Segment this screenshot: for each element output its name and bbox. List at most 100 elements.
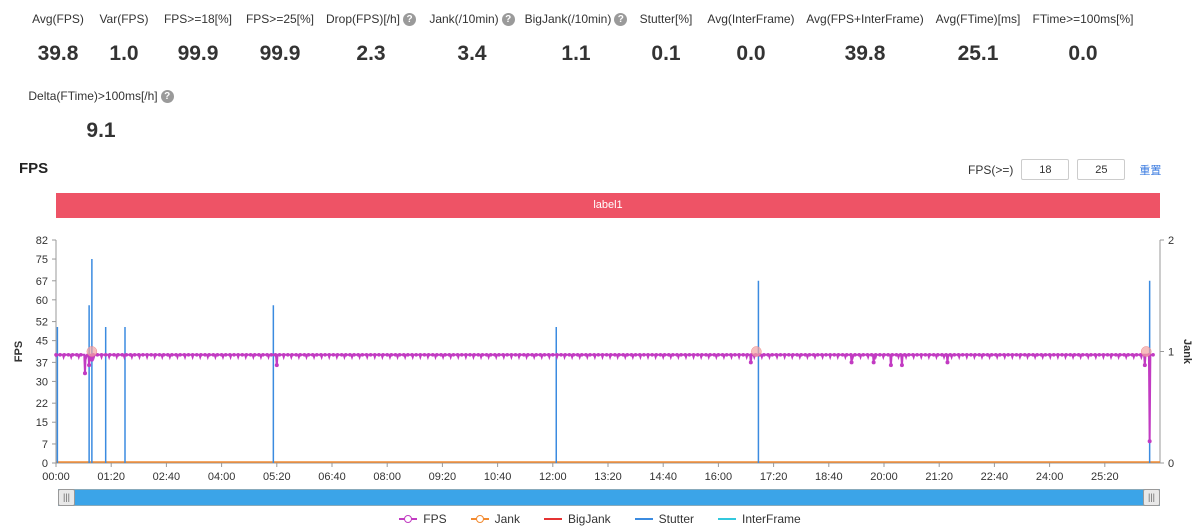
slider-handle-right[interactable]: ||| (1143, 489, 1160, 506)
fps-point (414, 352, 418, 357)
metric-item: Avg(InterFrame) 0.0 (671, 10, 831, 66)
metric-label-text: Avg(FPS+InterFrame) (806, 12, 924, 26)
metric-value: 0.1 (651, 42, 681, 65)
fps-point (733, 352, 737, 357)
metric-item: Avg(FPS+InterFrame) 39.8 (785, 10, 945, 66)
fps-point (116, 352, 120, 357)
fps-point (331, 352, 336, 357)
jank-point (751, 346, 762, 357)
fps-point (240, 352, 245, 357)
fps-point (215, 352, 220, 357)
fps-point (1068, 352, 1073, 357)
fps-point (517, 352, 522, 357)
legend-item[interactable]: Stutter (634, 512, 695, 526)
threshold-input-high[interactable] (1077, 159, 1126, 180)
fps-point (149, 352, 154, 357)
fps-point (931, 352, 936, 357)
fps-point (973, 352, 977, 357)
x-tick-label: 13:20 (594, 471, 622, 483)
fps-point (137, 352, 141, 357)
fps-point (194, 352, 199, 357)
legend-label: Jank (494, 512, 520, 526)
fps-point (58, 352, 62, 357)
help-icon[interactable]: ? (403, 12, 416, 26)
metric-label-text: Stutter[%] (639, 12, 693, 26)
fps-point (969, 352, 973, 357)
fps-point (965, 352, 969, 357)
slider-handle-left[interactable]: ||| (58, 489, 75, 506)
fps-point (426, 352, 431, 357)
legend-item[interactable]: FPS (399, 512, 447, 526)
fps-dip-point (1142, 363, 1147, 368)
y-axis-title: FPS (13, 341, 25, 362)
fps-point (1043, 352, 1048, 357)
fps-point (1151, 352, 1155, 357)
legend-label: Stutter (658, 512, 695, 526)
fps-point (625, 352, 630, 357)
x-tick-label: 01:20 (97, 471, 125, 483)
fps-dip-point (89, 357, 94, 362)
fps-point (505, 352, 510, 357)
fps-point (459, 352, 464, 357)
fps-point (820, 352, 824, 357)
y-right-tick-label: 2 (1168, 235, 1174, 247)
legend-swatch-icon (399, 514, 418, 524)
fps-point (1080, 352, 1085, 357)
metric-item: FPS>=25[%] 99.9 (200, 10, 360, 66)
y-tick-label: 30 (36, 376, 48, 388)
label-band[interactable]: label1 (56, 193, 1160, 218)
help-icon[interactable]: ? (614, 12, 628, 26)
y-tick-label: 7 (42, 439, 48, 451)
legend-item[interactable]: Jank (470, 512, 520, 526)
metric-value: 1.1 (561, 42, 591, 65)
metric-value: 9.1 (86, 119, 116, 142)
reset-link[interactable]: 重置 (1139, 164, 1162, 177)
fps-point (513, 352, 518, 357)
fps-point (360, 352, 365, 357)
fps-point (571, 352, 576, 357)
legend-item[interactable]: InterFrame (718, 512, 801, 526)
fps-point (319, 352, 323, 357)
help-icon[interactable]: ? (160, 89, 174, 103)
fps-point (377, 352, 381, 357)
fps-point (989, 352, 994, 357)
fps-dip-point (849, 360, 854, 365)
fps-point (637, 352, 642, 357)
fps-point (356, 352, 361, 357)
metric-value: 39.8 (844, 42, 886, 65)
fps-point (1097, 352, 1102, 357)
legend-item[interactable]: BigJank (543, 512, 611, 526)
fps-point (265, 352, 269, 357)
section-title: FPS (19, 160, 49, 177)
help-icon[interactable]: ? (501, 12, 515, 26)
fps-point (1101, 352, 1106, 357)
fps-point (422, 352, 427, 357)
fps-point (952, 352, 957, 357)
fps-point (836, 352, 841, 357)
time-range-slider[interactable]: ||| ||| (58, 489, 1160, 506)
fps-point (762, 352, 766, 357)
fps-point (455, 352, 460, 357)
fps-point (981, 352, 986, 357)
x-tick-label: 18:40 (815, 471, 843, 483)
fps-point (745, 352, 750, 357)
threshold-input-low[interactable] (1021, 159, 1070, 180)
metric-label: BigJank(/10min)? (525, 12, 628, 26)
fps-point (559, 352, 563, 357)
fps-point (894, 352, 899, 357)
fps-point (472, 352, 476, 357)
metric-label: Var(FPS) (99, 12, 148, 26)
x-tick-label: 12:00 (539, 471, 567, 483)
x-tick-label: 10:40 (484, 471, 512, 483)
fps-point (178, 352, 182, 357)
metric-label: Avg(FTime)[ms] (936, 12, 1021, 26)
x-tick-label: 20:00 (870, 471, 898, 483)
fps-point (588, 352, 592, 357)
fps-point (683, 352, 688, 357)
legend-swatch-icon (634, 514, 653, 524)
metric-item: Drop(FPS)[/h]? 2.3 (291, 10, 451, 66)
metric-label: FPS>=18[%] (164, 12, 232, 26)
fps-point (157, 352, 162, 357)
fps-point (1027, 352, 1031, 357)
series-stutter (56, 259, 1151, 463)
